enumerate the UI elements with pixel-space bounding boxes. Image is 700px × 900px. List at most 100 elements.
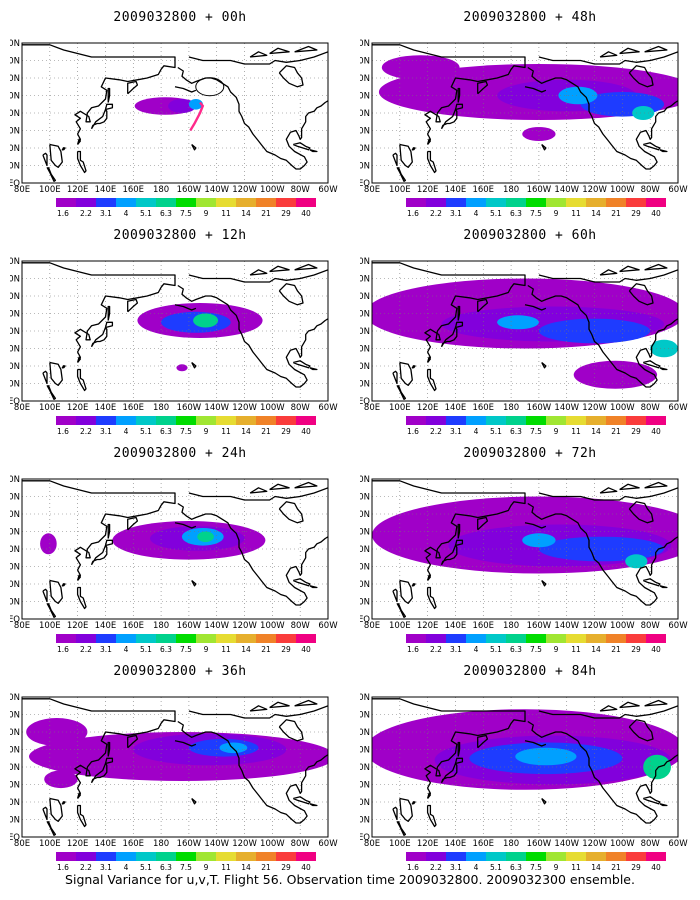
coastline	[399, 361, 413, 386]
coastline	[644, 481, 668, 489]
colorbar-label: 14	[241, 645, 251, 654]
colorbar-label: 40	[651, 863, 661, 872]
colorbar-label: 21	[261, 427, 271, 436]
lon-tick-label: 100E	[39, 403, 61, 413]
coastline	[628, 283, 654, 306]
lat-tick-label: 80N	[10, 693, 20, 703]
coastline	[76, 150, 87, 174]
lon-tick-label: 140E	[95, 403, 117, 413]
colorbar-label: 11	[571, 209, 581, 218]
coastline	[127, 734, 139, 749]
colorbar-label: 5.1	[490, 863, 502, 872]
lat-tick-label: 50N	[360, 528, 370, 538]
colorbar-swatch	[586, 852, 606, 861]
coastline	[292, 578, 311, 587]
colorbar-label: 14	[591, 863, 601, 872]
colorbar-swatch	[136, 634, 156, 643]
lon-tick-label: 140E	[445, 403, 467, 413]
coastline	[454, 103, 464, 111]
coastline	[90, 326, 108, 348]
lat-tick-label: 40N	[10, 545, 20, 555]
coastline	[191, 144, 197, 151]
coastline	[396, 384, 407, 400]
colorbar-swatch	[486, 634, 506, 643]
lon-tick-label: 120W	[232, 185, 257, 195]
lat-tick-label: 30N	[10, 781, 20, 791]
coastline	[104, 321, 114, 329]
lon-tick-label: 180	[503, 839, 519, 849]
coastline	[372, 480, 526, 581]
lat-tick-label: 20N	[360, 798, 370, 808]
coastline	[524, 522, 547, 529]
coastline	[457, 87, 461, 103]
lon-tick-label: 120W	[232, 839, 257, 849]
colorbar-label: 5.1	[140, 427, 152, 436]
lat-tick-label: 60N	[10, 74, 20, 84]
map-frame	[371, 260, 679, 402]
colorbar-swatch	[446, 852, 466, 861]
colorbar-label: 14	[241, 427, 251, 436]
lon-tick-label: 120E	[417, 621, 439, 631]
colorbar-label: 2.2	[430, 645, 442, 654]
lon-tick-label: 80E	[364, 185, 380, 195]
colorbar-label: 14	[591, 427, 601, 436]
colorbar-swatch	[196, 198, 216, 207]
lat-tick-label: 10N	[360, 162, 370, 172]
variance-shade	[538, 318, 651, 344]
colorbar-label: 11	[221, 863, 231, 872]
lon-tick-label: 180	[503, 185, 519, 195]
lon-tick-label: 160E	[472, 403, 494, 413]
colorbar-label: 3.1	[450, 645, 462, 654]
coastline	[278, 501, 304, 524]
colorbar-swatch	[586, 634, 606, 643]
lon-tick-label: 60W	[318, 621, 338, 631]
colorbar-swatch	[116, 198, 136, 207]
panel-4: 2009032800 + 60h 80E 100E 120E 140E 160E 180 1…	[360, 228, 700, 446]
colorbar-label: 4	[474, 645, 479, 654]
coastline	[599, 51, 618, 58]
lon-tick-label: 80E	[14, 621, 30, 631]
lon-tick-label: 140W	[554, 185, 579, 195]
lon-tick-label: 100E	[39, 621, 61, 631]
coastline	[309, 367, 318, 371]
colorbar-label: 6.3	[160, 209, 172, 218]
coastline	[457, 523, 461, 539]
lon-tick-label: 80W	[291, 839, 311, 849]
colorbar-label: 4	[124, 427, 129, 436]
lon-tick-label: 60W	[668, 839, 688, 849]
lon-tick-label: 100W	[260, 403, 285, 413]
lat-tick-label: 80N	[10, 39, 20, 49]
lon-tick-label: 120W	[582, 839, 607, 849]
variance-shade	[188, 99, 203, 110]
lon-tick-label: 100W	[260, 839, 285, 849]
lon-tick-label: 80W	[641, 403, 661, 413]
lat-tick-label: EQ	[360, 615, 370, 625]
flight-loop	[195, 77, 225, 97]
map-frame	[21, 42, 329, 184]
coastline	[177, 720, 328, 824]
lon-tick-label: 80W	[641, 621, 661, 631]
colorbar-label: 11	[221, 427, 231, 436]
coastline	[440, 326, 458, 348]
lat-tick-label: 50N	[360, 92, 370, 102]
lon-tick-label: 160E	[472, 621, 494, 631]
lon-tick-label: 80E	[14, 403, 30, 413]
colorbar-label: 40	[651, 427, 661, 436]
coastline	[22, 698, 176, 799]
lat-tick-label: 60N	[10, 292, 20, 302]
colorbar-swatch	[196, 634, 216, 643]
colorbar-swatch	[136, 198, 156, 207]
coastline	[292, 142, 311, 151]
colorbar-label: 3.1	[450, 863, 462, 872]
lat-tick-label: 10N	[360, 816, 370, 826]
coastline	[90, 544, 108, 566]
colorbar-label: 6.3	[160, 427, 172, 436]
colorbar-label: 14	[591, 645, 601, 654]
panel-5: 2009032800 + 24h 80E 100E 120E 140E 160E 180 1…	[10, 446, 350, 664]
colorbar-label: 7.5	[530, 863, 542, 872]
coastline	[22, 44, 176, 145]
lon-tick-label: 180	[153, 403, 169, 413]
coastline	[104, 539, 114, 547]
map-frame	[21, 260, 329, 402]
coastline	[619, 47, 640, 55]
